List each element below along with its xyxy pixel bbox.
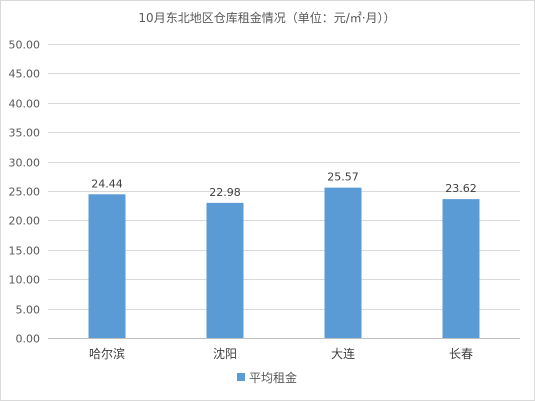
bar-4 (442, 199, 480, 338)
bar-1 (88, 194, 126, 338)
chart-title: 10月东北地区仓库租金情况（单位：元/㎡·月）） (138, 10, 395, 25)
data-labels: 24.44 22.98 25.57 23.62 (91, 171, 477, 199)
data-label: 22.98 (209, 186, 241, 199)
y-tick-label: 15.00 (9, 245, 41, 258)
y-tick-label: 10.00 (9, 274, 41, 287)
y-axis-ticks: 0.00 5.00 10.00 15.00 20.00 25.00 30.00 35.00 40… (9, 39, 41, 346)
bars (88, 187, 480, 338)
y-tick-label: 50.00 (9, 39, 41, 52)
y-tick-label: 20.00 (9, 215, 41, 228)
legend-swatch (237, 373, 245, 381)
legend: 平均租金 (237, 370, 297, 385)
legend-label: 平均租金 (249, 370, 297, 385)
y-tick-label: 45.00 (9, 68, 41, 81)
data-label: 24.44 (91, 177, 123, 190)
y-tick-label: 25.00 (9, 186, 41, 199)
x-category-label: 哈尔滨 (89, 346, 125, 361)
y-tick-label: 30.00 (9, 157, 41, 170)
y-tick-label: 5.00 (16, 304, 41, 317)
y-tick-label: 35.00 (9, 127, 41, 140)
y-tick-label: 0.00 (16, 333, 41, 346)
x-category-label: 长春 (449, 347, 473, 361)
x-axis-categories: 哈尔滨 沈阳 大连 长春 (89, 346, 473, 361)
y-tick-label: 40.00 (9, 98, 41, 111)
x-category-label: 大连 (331, 346, 355, 361)
data-label: 23.62 (445, 182, 477, 195)
x-category-label: 沈阳 (213, 346, 237, 361)
bar-3 (324, 187, 362, 338)
bar-2 (206, 202, 244, 338)
data-label: 25.57 (327, 171, 359, 184)
gridlines (48, 44, 520, 339)
